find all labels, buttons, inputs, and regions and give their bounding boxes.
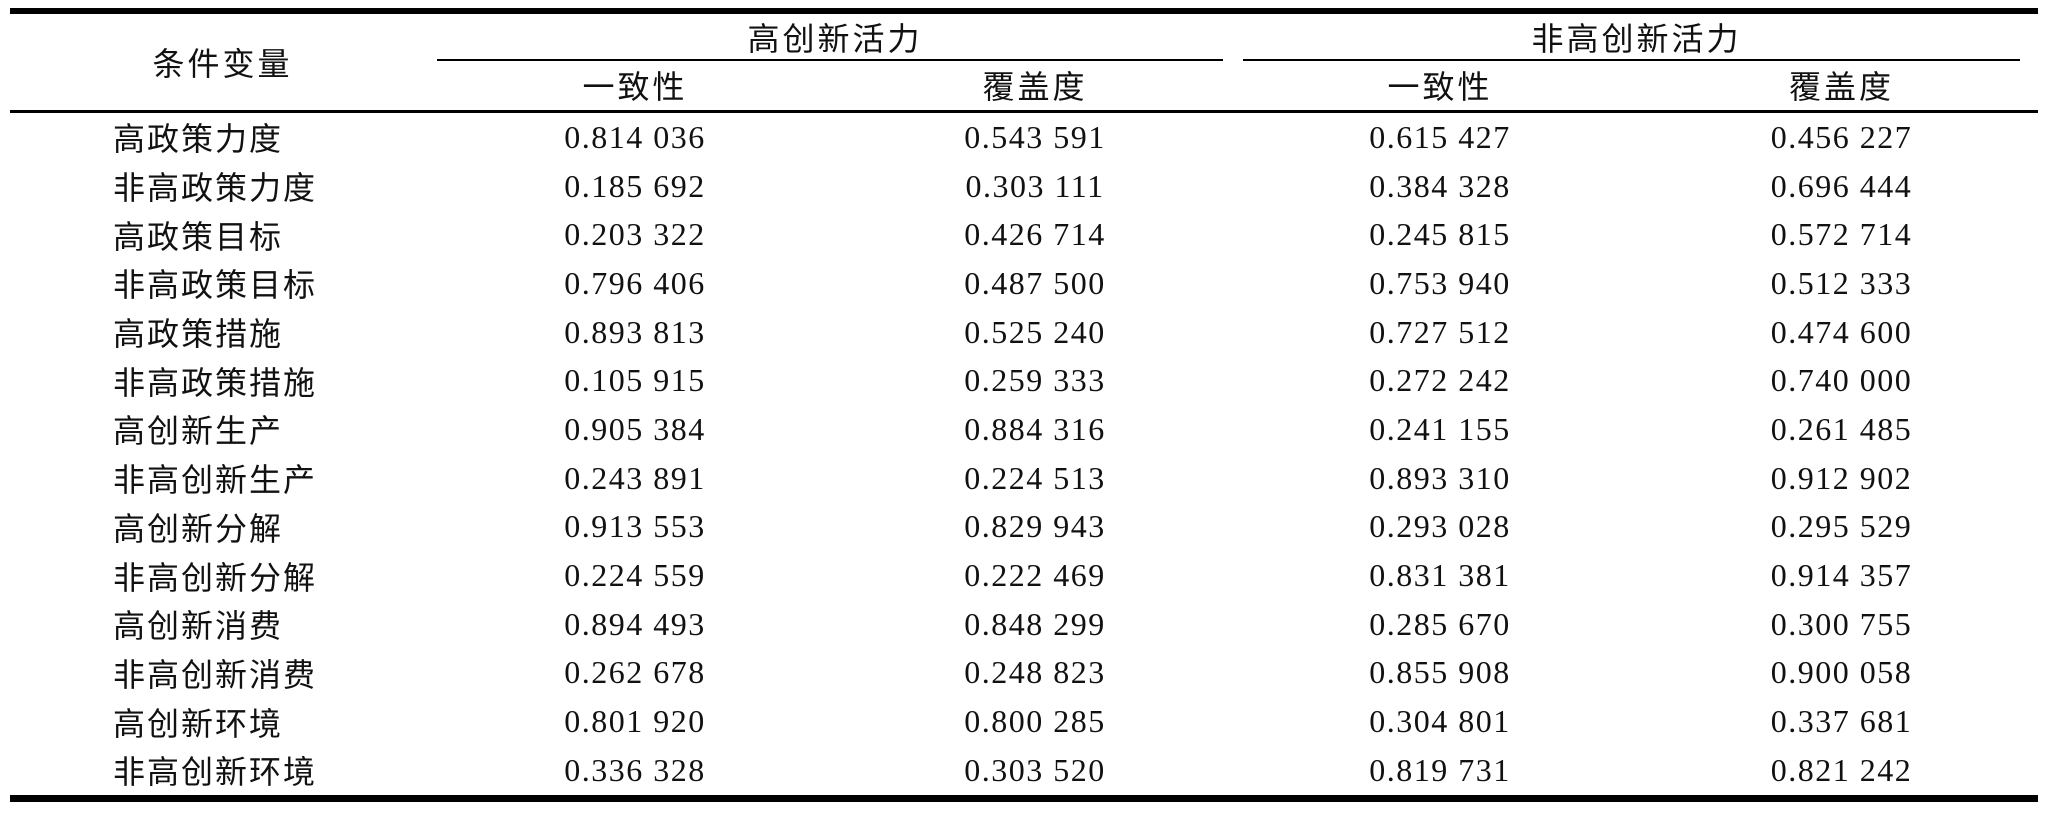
table-row: 非高政策目标 0.796 406 0.487 500 0.753 940 0.512 3…: [10, 259, 2038, 308]
g2-coverage-value: 0.295 529: [1770, 508, 1913, 545]
g1-consistency-value: 0.224 559: [564, 557, 706, 594]
g1-coverage-value: 0.848 299: [964, 605, 1106, 642]
g1-consistency-value: 0.796 406: [564, 264, 706, 301]
g2-consistency-value: 0.819 731: [1369, 751, 1511, 788]
condition-label: 高创新分解: [113, 510, 284, 547]
g2-coverage-value: 0.740 000: [1770, 362, 1913, 399]
g2-consistency-value: 0.245 815: [1369, 216, 1511, 253]
paper-page: 条件变量 高创新活力 非高创新活力 一致性 覆盖度 一致性 覆盖度 高政策力度 0…: [0, 8, 2048, 816]
g2-consistency-value: 0.753 940: [1369, 264, 1511, 301]
g2-coverage-value: 0.337 681: [1770, 703, 1913, 740]
g2-consistency-value: 0.384 328: [1369, 167, 1511, 204]
g1-consistency-value: 0.185 692: [564, 167, 706, 204]
necessity-analysis-table: 条件变量 高创新活力 非高创新活力 一致性 覆盖度 一致性 覆盖度 高政策力度 0…: [10, 8, 2039, 802]
condition-label: 高政策措施: [113, 316, 284, 353]
table-row: 非高创新环境 0.336 328 0.303 520 0.819 731 0.821 2…: [10, 746, 2038, 798]
g1-consistency-value: 0.913 553: [564, 508, 706, 545]
g1-coverage-value: 0.884 316: [964, 410, 1106, 447]
g2-consistency-value: 0.893 310: [1369, 459, 1511, 496]
condition-label: 高创新消费: [113, 608, 284, 645]
condition-label: 非高政策措施: [113, 364, 318, 401]
table-row: 非高政策力度 0.185 692 0.303 111 0.384 328 0.696 4…: [10, 162, 2038, 211]
table-row: 非高创新分解 0.224 559 0.222 469 0.831 381 0.914 3…: [10, 551, 2038, 600]
g1-coverage-value: 0.487 500: [964, 264, 1106, 301]
g2-consistency-value: 0.855 908: [1369, 654, 1511, 691]
g2-consistency-value: 0.615 427: [1369, 118, 1511, 155]
g2-coverage-value: 0.821 242: [1770, 751, 1913, 788]
g2-coverage-value: 0.696 444: [1770, 167, 1913, 204]
g2-coverage-value: 0.300 755: [1770, 605, 1913, 642]
g1-coverage-value: 0.259 333: [964, 362, 1106, 399]
condition-label: 非高政策力度: [113, 170, 318, 207]
table-row: 高创新环境 0.801 920 0.800 285 0.304 801 0.337 68…: [10, 697, 2038, 746]
table-row: 高创新分解 0.913 553 0.829 943 0.293 028 0.295 52…: [10, 503, 2038, 552]
g1-coverage-value: 0.222 469: [964, 557, 1106, 594]
table-row: 非高创新消费 0.262 678 0.248 823 0.855 908 0.900 0…: [10, 649, 2038, 698]
g2-coverage-value: 0.474 600: [1770, 313, 1913, 350]
group-header-non-high-innovation-vitality: 非高创新活力: [1235, 11, 2038, 60]
subheader-consistency-high: 一致性: [435, 60, 835, 113]
condition-label: 非高创新生产: [113, 462, 318, 499]
g2-consistency-value: 0.285 670: [1369, 605, 1511, 642]
g2-coverage-value: 0.912 902: [1770, 459, 1913, 496]
g1-coverage-value: 0.543 591: [964, 118, 1106, 155]
condition-label: 高政策目标: [113, 218, 284, 255]
g1-consistency-value: 0.905 384: [564, 410, 706, 447]
subheader-consistency-nonhigh: 一致性: [1235, 60, 1646, 113]
g2-coverage-value: 0.261 485: [1770, 410, 1913, 447]
g1-consistency-value: 0.893 813: [564, 313, 706, 350]
table-row: 高创新消费 0.894 493 0.848 299 0.285 670 0.300 75…: [10, 600, 2038, 649]
table-row: 高政策目标 0.203 322 0.426 714 0.245 815 0.572 71…: [10, 210, 2038, 259]
condition-label: 非高创新分解: [113, 559, 318, 596]
subheader-coverage-nonhigh: 覆盖度: [1645, 60, 2039, 113]
condition-variable-column-header: 条件变量: [10, 11, 435, 113]
g1-consistency-value: 0.262 678: [564, 654, 706, 691]
g1-coverage-value: 0.426 714: [964, 216, 1106, 253]
g2-consistency-value: 0.727 512: [1369, 313, 1511, 350]
g1-coverage-value: 0.829 943: [964, 508, 1106, 545]
g2-coverage-value: 0.914 357: [1770, 557, 1913, 594]
g1-consistency-value: 0.243 891: [564, 459, 706, 496]
g1-coverage-value: 0.303 520: [964, 751, 1106, 788]
g2-consistency-value: 0.304 801: [1369, 703, 1511, 740]
g1-coverage-value: 0.248 823: [964, 654, 1106, 691]
condition-label: 非高创新环境: [113, 754, 318, 791]
g1-consistency-value: 0.105 915: [564, 362, 706, 399]
g1-consistency-value: 0.336 328: [564, 751, 706, 788]
condition-label: 高创新环境: [113, 705, 284, 742]
g2-consistency-value: 0.293 028: [1369, 508, 1511, 545]
table-row: 高政策力度 0.814 036 0.543 591 0.615 427 0.456 22…: [10, 112, 2038, 162]
table-row: 高创新生产 0.905 384 0.884 316 0.241 155 0.261 48…: [10, 405, 2038, 454]
g2-consistency-value: 0.272 242: [1369, 362, 1511, 399]
group-header-high-innovation-vitality: 高创新活力: [435, 11, 1235, 60]
g1-coverage-value: 0.303 111: [965, 167, 1105, 204]
g1-consistency-value: 0.894 493: [564, 605, 706, 642]
g2-consistency-value: 0.831 381: [1369, 557, 1511, 594]
subheader-coverage-high: 覆盖度: [835, 60, 1236, 113]
g1-coverage-value: 0.525 240: [964, 313, 1106, 350]
condition-label: 非高政策目标: [113, 267, 318, 304]
g1-coverage-value: 0.800 285: [964, 703, 1106, 740]
condition-label: 高创新生产: [113, 413, 284, 450]
g2-coverage-value: 0.512 333: [1770, 264, 1913, 301]
g1-consistency-value: 0.814 036: [564, 118, 706, 155]
condition-label: 非高创新消费: [113, 656, 318, 693]
condition-label: 高政策力度: [113, 121, 284, 158]
table-row: 非高创新生产 0.243 891 0.224 513 0.893 310 0.912 9…: [10, 454, 2038, 503]
table-row: 高政策措施 0.893 813 0.525 240 0.727 512 0.474 60…: [10, 308, 2038, 357]
g2-coverage-value: 0.456 227: [1770, 118, 1913, 155]
g1-consistency-value: 0.801 920: [564, 703, 706, 740]
g2-coverage-value: 0.900 058: [1770, 654, 1913, 691]
subheader-row: 一致性 覆盖度 一致性 覆盖度: [10, 60, 2039, 113]
group-header-row: 条件变量 高创新活力 非高创新活力: [10, 11, 2038, 113]
g1-consistency-value: 0.203 322: [564, 216, 706, 253]
table-row: 非高政策措施 0.105 915 0.259 333 0.272 242 0.740 0…: [10, 356, 2038, 405]
g2-coverage-value: 0.572 714: [1770, 216, 1913, 253]
g1-coverage-value: 0.224 513: [964, 459, 1106, 496]
g2-consistency-value: 0.241 155: [1369, 410, 1511, 447]
table-body: 高政策力度 0.814 036 0.543 591 0.615 427 0.456 22…: [10, 112, 2038, 799]
